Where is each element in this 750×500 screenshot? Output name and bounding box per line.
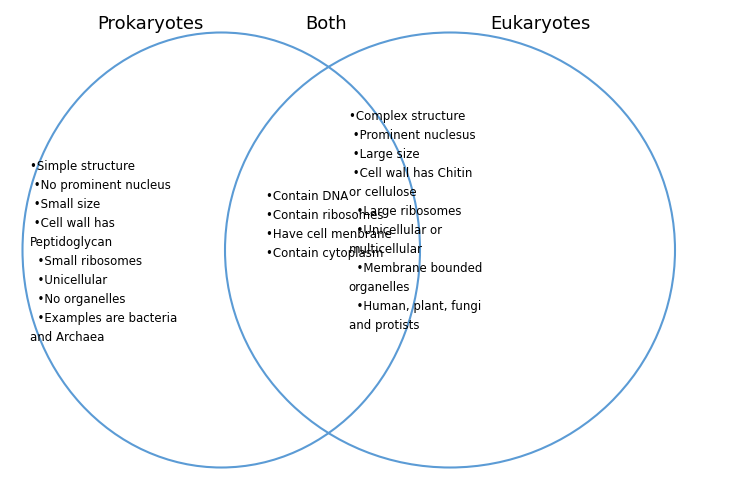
Text: Both: Both: [305, 15, 347, 33]
Text: •Complex structure
 •Prominent nuclesus
 •Large size
 •Cell wall has Chitin
or c: •Complex structure •Prominent nuclesus •…: [349, 110, 482, 332]
Text: Prokaryotes: Prokaryotes: [98, 15, 204, 33]
Text: •Simple structure
 •No prominent nucleus
 •Small size
 •Cell wall has
Peptidogly: •Simple structure •No prominent nucleus …: [30, 160, 177, 344]
Text: Eukaryotes: Eukaryotes: [490, 15, 590, 33]
Text: •Contain DNA
•Contain ribosomes
•Have cell menbrane
•Contain cytoplasm: •Contain DNA •Contain ribosomes •Have ce…: [266, 190, 392, 260]
